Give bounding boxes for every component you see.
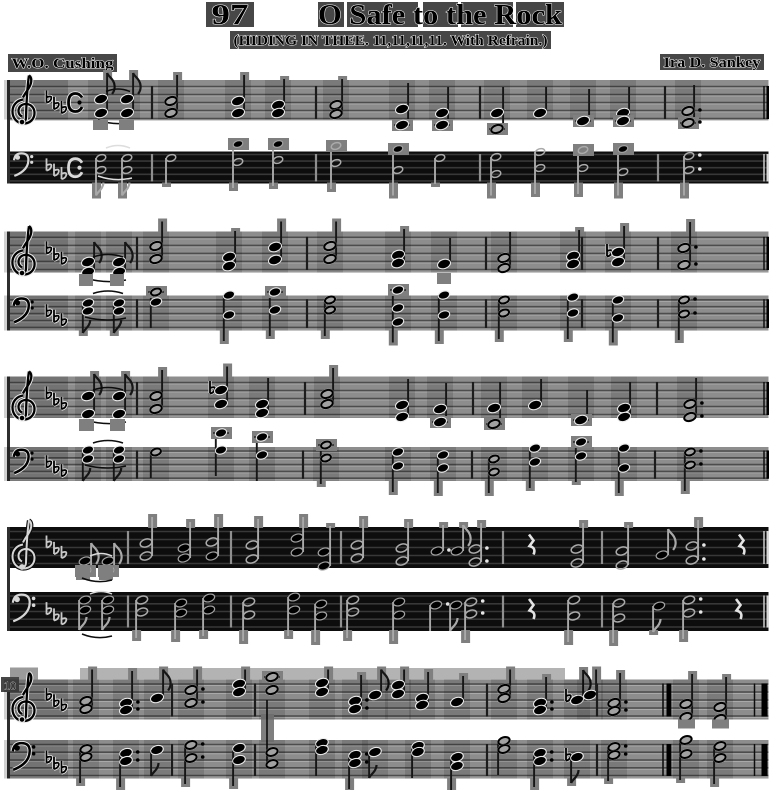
svg-text:Ira D. Sankey: Ira D. Sankey — [664, 55, 762, 71]
svg-text:W.O. Cushing: W.O. Cushing — [12, 56, 115, 72]
svg-text:O Safe to the Rock: O Safe to the Rock — [318, 0, 563, 31]
svg-text:(HIDING IN THEE. 11,11,11,11.: (HIDING IN THEE. 11,11,11,11. With Refra… — [234, 33, 548, 49]
svg-text:97: 97 — [212, 0, 249, 31]
